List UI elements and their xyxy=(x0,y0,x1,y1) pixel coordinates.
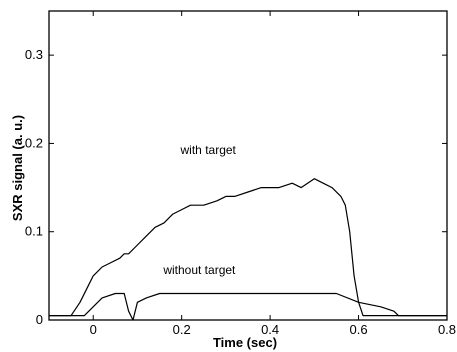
y-tick-label: 0.2 xyxy=(25,135,43,150)
annotation-1: with target xyxy=(180,143,237,157)
series-line-1 xyxy=(49,178,447,317)
y-tick-label: 0.3 xyxy=(25,47,43,62)
plot-frame xyxy=(48,10,448,321)
y-axis-label: SXR signal (a. u.) xyxy=(10,115,25,221)
series-line-2 xyxy=(49,292,447,321)
series-layer xyxy=(49,178,447,321)
x-tick-label: 0.4 xyxy=(261,322,279,337)
ticks-layer: 0 0.2 0.4 0.6 0.8 0 0.1 0.2 0.3 xyxy=(25,11,456,337)
x-tick-label: 0.2 xyxy=(173,322,191,337)
x-tick-label: 0.6 xyxy=(350,322,368,337)
y-tick-label: 0.1 xyxy=(25,224,43,239)
x-tick-label: 0.8 xyxy=(438,322,456,337)
y-tick-label: 0 xyxy=(36,312,43,327)
x-axis-label: Time (sec) xyxy=(213,335,277,350)
x-tick-label: 0 xyxy=(90,322,97,337)
annotation-layer: with target without target xyxy=(162,143,236,277)
annotation-2: without target xyxy=(162,263,236,277)
